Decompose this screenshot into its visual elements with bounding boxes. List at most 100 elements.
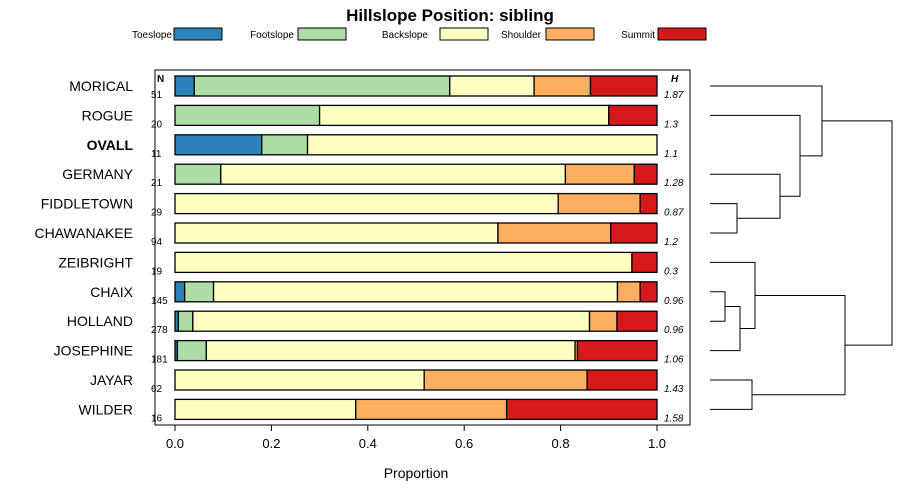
n-value-chaix: 145 xyxy=(151,296,168,307)
category-label-germany: GERMANY xyxy=(62,166,133,182)
dendrogram xyxy=(710,85,893,410)
bar-chaix-shoulder xyxy=(616,281,641,303)
bar-chaix-footslope xyxy=(183,281,215,303)
n-value-chawanakee: 94 xyxy=(151,237,163,248)
bar-chawanakee-summit xyxy=(610,222,658,244)
dendrogram-link-3 xyxy=(710,291,726,322)
n-value-germany: 21 xyxy=(151,178,163,189)
x-tick-label-0-8: 0.8 xyxy=(552,436,570,451)
legend-label-summit: Summit xyxy=(621,30,655,41)
legend-swatch-summit xyxy=(657,27,707,41)
bar-ovall-footslope xyxy=(261,134,309,156)
category-label-wilder: WILDER xyxy=(79,401,133,417)
category-label-josephine: JOSEPHINE xyxy=(54,343,133,359)
bar-fiddletown-backslope xyxy=(174,192,559,215)
bar-josephine-backslope xyxy=(205,339,576,362)
h-value-jayar: 1.43 xyxy=(664,384,684,395)
n-value-morical: 51 xyxy=(151,90,163,101)
category-label-morical: MORICAL xyxy=(69,78,133,94)
bar-morical-summit xyxy=(589,75,658,97)
h-value-ovall: 1.1 xyxy=(664,149,678,160)
category-label-rogue: ROGUE xyxy=(82,107,133,123)
x-tick-label-0-4: 0.4 xyxy=(359,436,377,451)
bar-chaix-backslope xyxy=(212,281,619,303)
bar-fiddletown-summit xyxy=(639,192,658,215)
legend-label-shoulder: Shoulder xyxy=(501,30,542,41)
h-value-wilder: 1.58 xyxy=(664,413,684,424)
dendrogram-link-8 xyxy=(710,85,823,157)
h-column-header: H xyxy=(671,74,679,85)
x-tick-label-0-0: 0.0 xyxy=(166,436,184,451)
x-axis: 0.0 0.2 0.4 0.6 0.8 1.0 xyxy=(166,425,666,451)
bar-rogue-footslope xyxy=(174,104,321,127)
h-value-chawanakee: 1.2 xyxy=(664,237,678,248)
bar-germany-shoulder xyxy=(564,163,635,185)
category-label-ovall: OVALL xyxy=(87,137,134,153)
bar-rogue-summit xyxy=(608,104,658,127)
legend-label-backslope: Backslope xyxy=(382,30,429,41)
legend-label-toeslope: Toeslope xyxy=(132,30,172,41)
category-label-chawanakee: CHAWANAKEE xyxy=(34,225,133,241)
dendrogram-link-1 xyxy=(710,203,738,234)
bar-rogue-backslope xyxy=(318,104,610,127)
category-label-chaix: CHAIX xyxy=(90,284,133,300)
bar-holland-backslope xyxy=(192,310,591,332)
category-label-fiddletown: FIDDLETOWN xyxy=(41,196,133,212)
category-label-zeibright: ZEIBRIGHT xyxy=(58,254,133,270)
dendrogram-link-2 xyxy=(710,173,781,219)
h-value-morical: 1.87 xyxy=(664,90,684,101)
h-value-fiddletown: 0.87 xyxy=(664,208,684,219)
dendrogram-link-9 xyxy=(752,294,846,396)
bar-chaix-toeslope xyxy=(174,281,186,303)
h-value-josephine: 1.06 xyxy=(664,355,684,366)
x-tick-label-1-0: 1.0 xyxy=(648,436,666,451)
bar-fiddletown-shoulder xyxy=(557,192,641,215)
n-value-rogue: 20 xyxy=(151,119,163,130)
bar-morical-shoulder xyxy=(533,75,592,97)
bar-holland-footslope xyxy=(177,310,194,332)
legend-swatch-shoulder xyxy=(545,27,595,41)
legend-swatch-toeslope xyxy=(173,27,223,41)
n-value-jayar: 62 xyxy=(151,384,163,395)
bar-morical-toeslope xyxy=(174,75,195,97)
bar-ovall-toeslope xyxy=(174,134,263,156)
chart-title: Hillslope Position: sibling xyxy=(346,6,554,25)
plot-frame xyxy=(154,69,691,426)
legend-swatch-footslope xyxy=(297,27,347,41)
n-value-zeibright: 19 xyxy=(151,266,163,277)
bar-chawanakee-backslope xyxy=(174,222,499,244)
n-value-wilder: 16 xyxy=(151,413,163,424)
bar-jayar-summit xyxy=(586,369,658,391)
x-tick-label-0-6: 0.6 xyxy=(455,436,473,451)
bar-josephine-footslope xyxy=(176,339,207,362)
bar-wilder-summit xyxy=(505,398,658,421)
plot-area: N H MORICAL 51 1.87 ROGUE 20 1.3 OVALL 11 1.1 GER… xyxy=(34,69,691,451)
bar-ovall-backslope xyxy=(306,134,658,156)
dendrogram-link-10 xyxy=(822,120,893,346)
bar-wilder-backslope xyxy=(174,398,357,421)
dendrogram-link-6 xyxy=(710,261,756,330)
dendrogram-link-7 xyxy=(710,114,801,197)
category-label-holland: HOLLAND xyxy=(67,313,133,329)
bar-josephine-summit xyxy=(576,339,658,362)
x-axis-label: Proportion xyxy=(384,465,449,481)
n-value-fiddletown: 29 xyxy=(151,208,163,219)
h-value-germany: 1.28 xyxy=(664,178,684,189)
n-value-holland: 278 xyxy=(151,325,168,336)
h-value-zeibright: 0.3 xyxy=(664,266,678,277)
bar-chaix-summit xyxy=(639,281,658,303)
n-value-josephine: 181 xyxy=(151,355,168,366)
bar-zeibright-summit xyxy=(631,251,658,274)
bar-zeibright-backslope xyxy=(174,251,633,274)
bar-jayar-backslope xyxy=(174,369,425,391)
bar-wilder-shoulder xyxy=(355,398,508,421)
bar-germany-footslope xyxy=(174,163,222,185)
n-value-ovall: 11 xyxy=(151,149,162,160)
h-value-holland: 0.96 xyxy=(664,325,684,336)
bar-morical-footslope xyxy=(193,75,451,97)
bar-germany-summit xyxy=(633,163,658,185)
dendrogram-link-4 xyxy=(710,379,753,410)
legend: Toeslope Footslope Backslope Shoulder Summit xyxy=(132,27,707,41)
bar-jayar-shoulder xyxy=(423,369,588,391)
